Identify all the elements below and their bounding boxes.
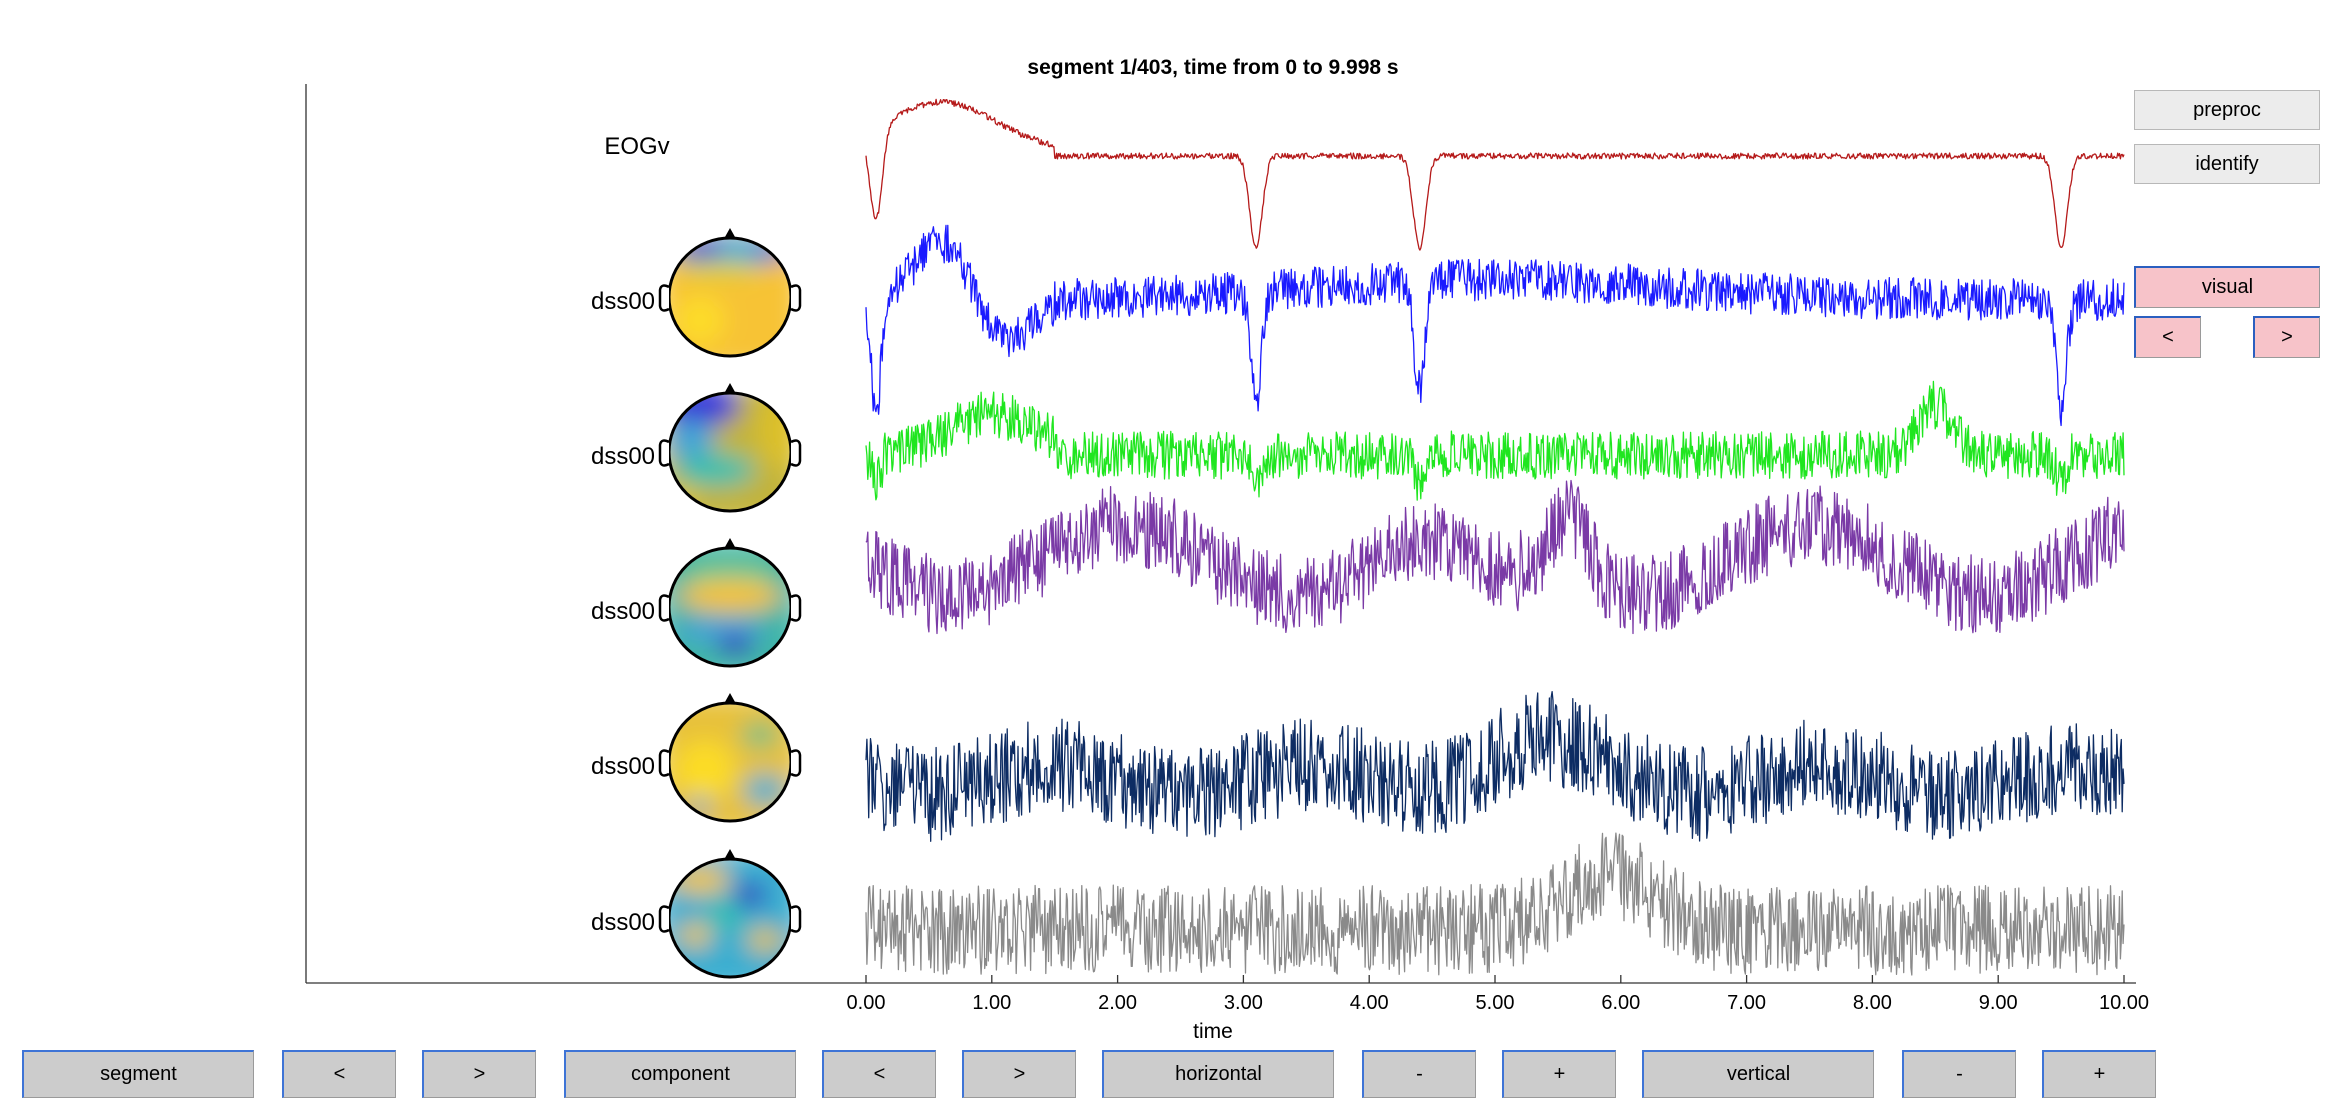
- x-ticks: 0.00 1.00 2.00 3.00 4.00 5.00 6.00 7.00 8.00 9.00…: [847, 975, 2149, 1014]
- trace-dss-5: [865, 832, 2125, 976]
- horizontal-zoom-out-button[interactable]: -: [1362, 1050, 1476, 1098]
- vertical-zoom-out-button[interactable]: -: [1902, 1050, 2016, 1098]
- x-tick-label: 0.00: [847, 992, 886, 1014]
- visual-prev-button[interactable]: <: [2134, 316, 2201, 358]
- segment-button[interactable]: segment: [22, 1050, 254, 1098]
- topography-map-5: [658, 848, 802, 979]
- traces: [865, 98, 2125, 976]
- channel-label-eogv: EOGv: [604, 133, 669, 160]
- channel-label-dss-5: dss00: [591, 909, 655, 936]
- x-tick-label: 10.00: [2099, 992, 2149, 1014]
- x-tick-label: 8.00: [1853, 992, 1892, 1014]
- x-tick-label: 2.00: [1098, 992, 1137, 1014]
- topography-map-1: [658, 227, 802, 358]
- trace-dss-2: [865, 380, 2125, 501]
- identify-button[interactable]: identify: [2134, 144, 2320, 184]
- plot-title: segment 1/403, time from 0 to 9.998 s: [1027, 56, 1398, 79]
- horizontal-button[interactable]: horizontal: [1102, 1050, 1334, 1098]
- channel-label-dss-4: dss00: [591, 753, 655, 780]
- channel-label-dss-2: dss00: [591, 443, 655, 470]
- topography-map-4: [658, 692, 802, 823]
- vertical-button[interactable]: vertical: [1642, 1050, 1874, 1098]
- x-axis-label: time: [1193, 1020, 1233, 1043]
- vertical-zoom-in-button[interactable]: +: [2042, 1050, 2156, 1098]
- segment-prev-button[interactable]: <: [282, 1050, 396, 1098]
- trace-eogv: [865, 98, 2125, 251]
- component-next-button[interactable]: >: [962, 1050, 1076, 1098]
- x-tick-label: 1.00: [972, 992, 1011, 1014]
- preproc-button[interactable]: preproc: [2134, 90, 2320, 130]
- channel-label-dss-1: dss00: [591, 288, 655, 315]
- topography-map-3: [658, 537, 802, 668]
- component-button[interactable]: component: [564, 1050, 796, 1098]
- topography-map-2: [658, 382, 802, 513]
- trace-dss-3: [865, 479, 2125, 635]
- trace-dss-4: [865, 691, 2125, 842]
- horizontal-zoom-in-button[interactable]: +: [1502, 1050, 1616, 1098]
- component-prev-button[interactable]: <: [822, 1050, 936, 1098]
- trace-dss-1: [865, 224, 2125, 427]
- x-tick-label: 9.00: [1979, 992, 2018, 1014]
- channel-label-dss-3: dss00: [591, 598, 655, 625]
- x-tick-label: 4.00: [1350, 992, 1389, 1014]
- segment-next-button[interactable]: >: [422, 1050, 536, 1098]
- x-tick-label: 6.00: [1601, 992, 1640, 1014]
- x-tick-label: 7.00: [1727, 992, 1766, 1014]
- x-tick-label: 5.00: [1476, 992, 1515, 1014]
- visual-button[interactable]: visual: [2134, 266, 2320, 308]
- x-tick-label: 3.00: [1224, 992, 1263, 1014]
- visual-next-button[interactable]: >: [2253, 316, 2320, 358]
